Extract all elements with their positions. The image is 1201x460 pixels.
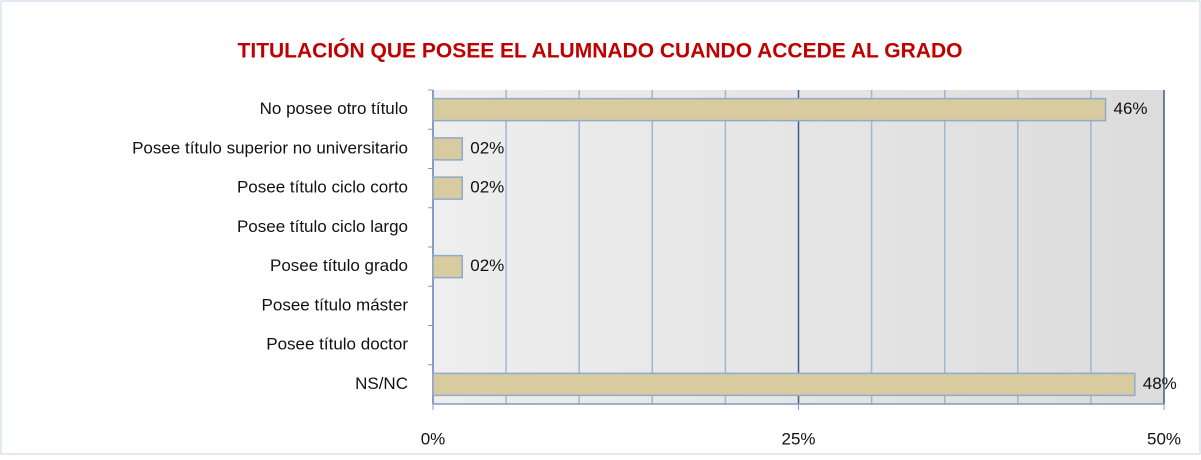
- y-tick-label: NS/NC: [355, 374, 408, 393]
- bar: [432, 176, 463, 200]
- x-tick-label: 50%: [1147, 429, 1181, 448]
- bar: [432, 254, 463, 279]
- y-tick-label: Posee título máster: [262, 295, 409, 314]
- x-tick-label: 0%: [421, 429, 446, 448]
- y-tick-label: Posee título doctor: [266, 335, 408, 354]
- bar: [432, 372, 1136, 397]
- value-label: 02%: [470, 178, 504, 197]
- bar: [432, 137, 463, 161]
- y-tick-label: Posee título grado: [270, 256, 408, 275]
- y-tick-label: Posee título superior no universitario: [132, 138, 408, 157]
- value-label: 02%: [470, 138, 504, 157]
- bar: [432, 97, 1107, 122]
- y-tick-label: No posee otro título: [260, 99, 408, 118]
- value-label: 48%: [1143, 374, 1177, 393]
- x-tick-label: 25%: [781, 429, 815, 448]
- y-tick-label: Posee título ciclo corto: [237, 178, 408, 197]
- value-label: 46%: [1114, 99, 1148, 118]
- value-label: 02%: [470, 256, 504, 275]
- y-tick-label: Posee título ciclo largo: [237, 217, 408, 236]
- chart-title: TITULACIÓN QUE POSEE EL ALUMNADO CUANDO …: [238, 39, 963, 63]
